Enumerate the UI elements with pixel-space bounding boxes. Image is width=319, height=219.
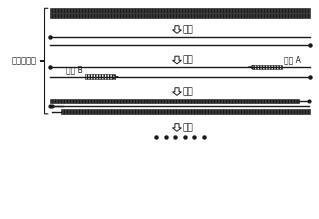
Text: 退火: 退火 bbox=[183, 55, 193, 64]
Text: 第一轮循环: 第一轮循环 bbox=[12, 57, 37, 65]
Bar bbox=[252, 65, 282, 69]
FancyArrow shape bbox=[173, 56, 182, 64]
Text: 变性: 变性 bbox=[183, 25, 193, 34]
FancyArrow shape bbox=[173, 124, 182, 131]
Text: 延伸: 延伸 bbox=[183, 87, 193, 96]
Bar bbox=[50, 13, 310, 18]
Text: 变性: 变性 bbox=[183, 123, 193, 132]
Bar bbox=[85, 74, 115, 79]
FancyArrow shape bbox=[173, 88, 182, 95]
Bar bbox=[50, 99, 299, 103]
Bar bbox=[61, 110, 310, 114]
Bar bbox=[50, 8, 310, 13]
Text: 引物 B: 引物 B bbox=[66, 65, 82, 74]
FancyArrow shape bbox=[173, 26, 182, 33]
Text: 引物 A: 引物 A bbox=[284, 55, 301, 64]
